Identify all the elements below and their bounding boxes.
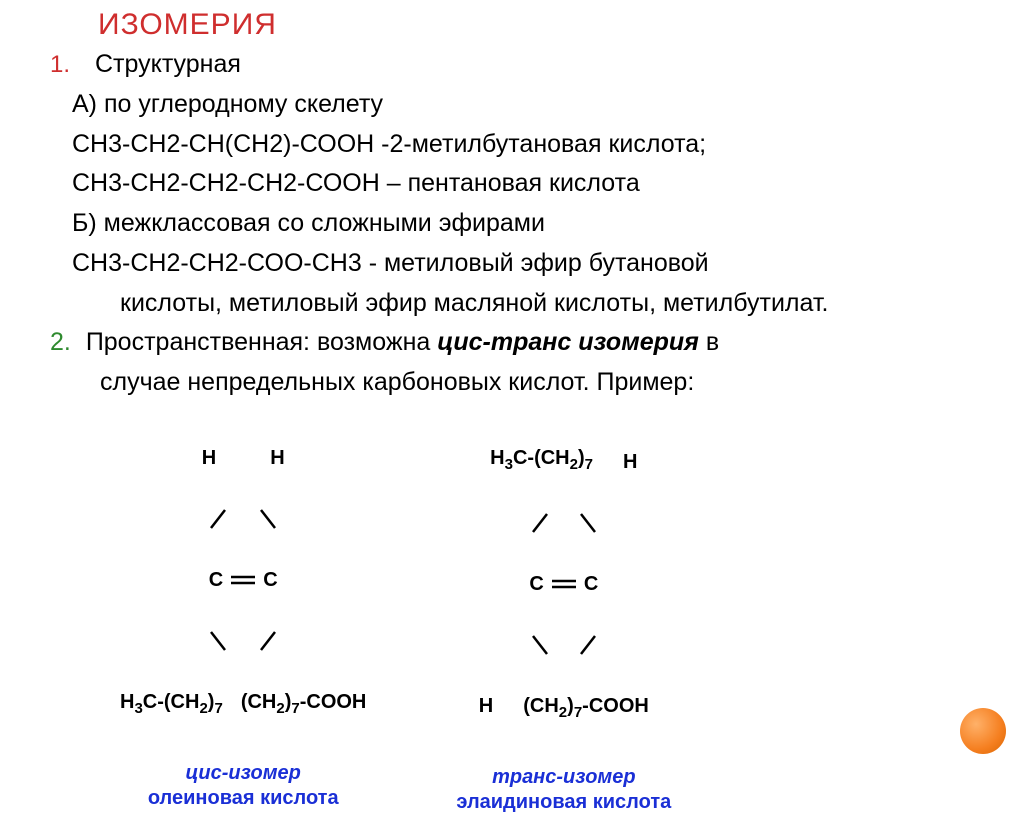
subsection-b-label: Б) межклассовая со сложными эфирами — [72, 207, 994, 241]
subsection-b-continuation: кислоты, метиловый эфир масляной кислоты… — [120, 287, 994, 321]
trans-top-right: H — [623, 452, 637, 472]
trans-bottom-left: H — [479, 696, 493, 716]
trans-bottom-right: (CH2)7-COOH — [523, 696, 649, 720]
trans-molecule-structure: H3C-(CH2)7 H CC H (CH2)7-COOH — [479, 408, 649, 760]
section2-pre: Пространственная: возможна — [86, 328, 437, 356]
formula-text: СН3-СН2-СН2-СН2-СООН — [72, 169, 380, 197]
compound-name: – пентановая кислота — [380, 169, 640, 197]
cis-bottom-left: H3C-(CH2)7 — [120, 692, 223, 716]
compound-name: -2-метилбутановая кислота; — [374, 130, 706, 158]
cis-bottom-right: (CH2)7-COOH — [241, 692, 367, 716]
cis-name: олеиновая кислота — [148, 787, 339, 810]
trans-label: транс-изомер — [492, 766, 636, 789]
molecule-diagram-row: HH CC H3C-(CH2)7 (CH2)7-COOH цис-изомер … — [120, 408, 994, 814]
subsection-a-line2: СН3-СН2-СН2-СН2-СООН – пентановая кислот… — [72, 167, 994, 201]
section2-post1: в — [699, 328, 719, 356]
list-number-2: 2. — [50, 328, 71, 356]
formula-text: СН3-СН2-СН(СН2)-СООН — [72, 130, 374, 158]
subsection-b-line1: СН3-СН2-СН2-СОО-СН3 - метиловый эфир бут… — [72, 247, 994, 281]
decorative-dot-icon — [960, 708, 1006, 754]
list-number-1: 1. — [50, 51, 70, 78]
compound-name: - метиловый эфир бутановой — [362, 249, 709, 277]
section1-label: Структурная — [95, 50, 241, 78]
page-title: ИЗОМЕРИЯ — [98, 8, 994, 42]
formula-text: СН3-СН2-СН2-СОО-СН3 — [72, 249, 362, 277]
subsection-a-label: А) по углеродному скелету — [72, 88, 994, 122]
section2-emphasis: цис-транс изомерия — [437, 328, 699, 356]
section1-heading: 1. Структурная — [50, 48, 994, 82]
trans-isomer-block: H3C-(CH2)7 H CC H (CH2)7-COOH транс-изом… — [456, 408, 671, 814]
section2-continuation: случае непредельных карбоновых кислот. П… — [100, 366, 994, 400]
section2-heading: 2. Пространственная: возможна цис-транс … — [50, 326, 994, 360]
trans-top-left: H3C-(CH2)7 — [490, 448, 593, 472]
cis-isomer-block: HH CC H3C-(CH2)7 (CH2)7-COOH цис-изомер … — [120, 408, 366, 814]
cis-molecule-structure: HH CC H3C-(CH2)7 (CH2)7-COOH — [120, 408, 366, 756]
subsection-a-line1: СН3-СН2-СН(СН2)-СООН -2-метилбутановая к… — [72, 128, 994, 162]
trans-name: элаидиновая кислота — [456, 791, 671, 814]
cis-label: цис-изомер — [185, 762, 300, 785]
